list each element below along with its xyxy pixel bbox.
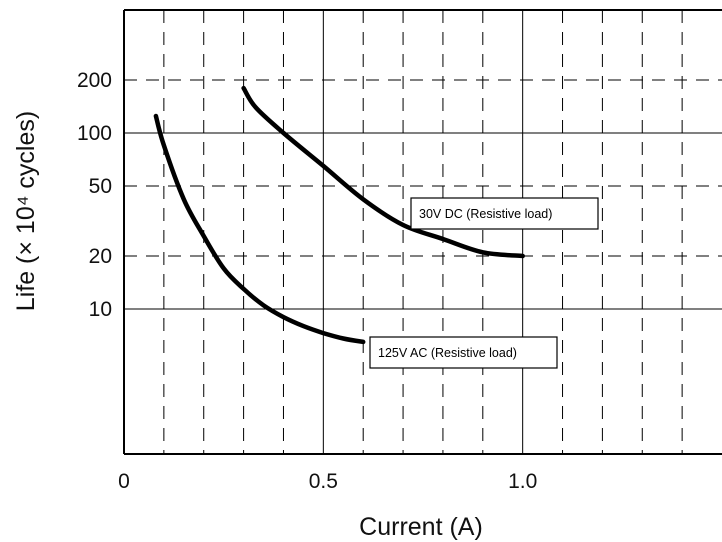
y-tick-label: 10 [89,298,112,321]
series-curves [153,85,525,345]
x-tick-label: 0.5 [309,470,338,493]
series-label-30v-dc: 30V DC (Resistive load) [419,207,552,221]
series-labels: 30V DC (Resistive load) 125V AC (Resistiv… [369,197,599,369]
series-label-30v-dc-box [410,197,599,230]
series-125v-ac-curve [153,113,366,345]
y-tick-label: 20 [89,245,112,268]
grid [124,10,722,454]
x-axis-label: Current (A) [359,513,483,541]
series-label-125v-ac-box [369,336,558,369]
y-tick-label: 100 [77,122,112,145]
x-tick-label: 0 [118,470,130,493]
y-tick-label: 50 [89,175,112,198]
series-label-125v-ac: 125V AC (Resistive load) [378,346,517,360]
x-tick-label: 1.0 [508,470,537,493]
y-axis-label: Life (× 10⁴ cycles) [12,111,40,311]
plot-frame [123,9,722,455]
y-tick-label: 200 [77,69,112,92]
tick-labels: 0 0.5 1.0 10 20 50 100 200 [77,69,537,493]
series-30v-dc-curve [241,85,525,259]
